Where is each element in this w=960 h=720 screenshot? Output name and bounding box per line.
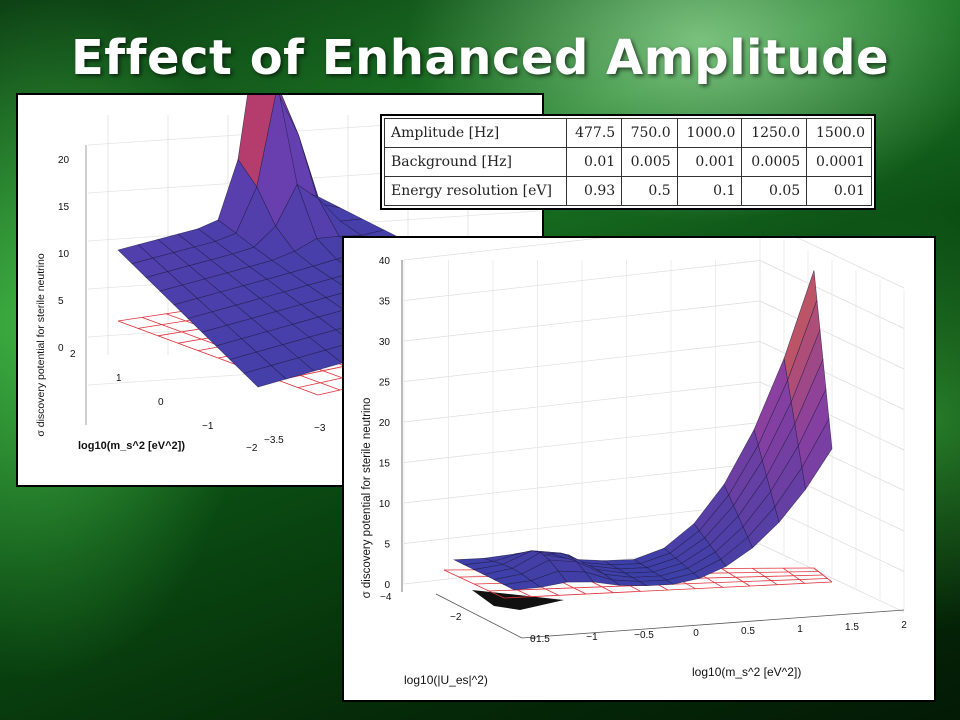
z-tick-label: 25 <box>379 378 391 389</box>
x-tick-label: 0.5 <box>741 626 755 637</box>
z-axis-label: σ discovery potential for sterile neutri… <box>35 253 47 436</box>
surface-shadow <box>472 590 564 610</box>
table-cell: 0.93 <box>565 176 623 206</box>
chart1-surface <box>452 270 833 591</box>
table-cell: 750.0 <box>621 118 678 148</box>
table-cell: 0.001 <box>676 147 743 177</box>
x-tick-label: 0 <box>693 628 699 639</box>
parameter-table: Amplitude [Hz] 477.5 750.0 1000.0 1250.0 1500… <box>380 114 876 210</box>
y-tick-label: 2 <box>70 349 76 360</box>
table-cell: 0.0005 <box>741 147 808 177</box>
table-cell: 0.005 <box>621 147 678 177</box>
parameter-table-grid: Amplitude [Hz] 477.5 750.0 1000.0 1250.0 1500… <box>384 118 872 206</box>
z-axis-label: σ discovery potential for sterile neutri… <box>361 398 373 599</box>
y-tick-label: −2 <box>450 612 462 623</box>
table-cell: 0.01 <box>806 176 872 206</box>
surface-facet <box>611 579 648 587</box>
table-row: Energy resolution [eV] 0.93 0.5 0.1 0.05 0.01 <box>384 176 872 206</box>
x-tick-label: 2 <box>901 620 907 631</box>
y-tick-label: 0 <box>530 634 536 645</box>
x-axis-line <box>521 609 905 639</box>
slide-title: Effect of Enhanced Amplitude <box>70 30 890 86</box>
table-cell: 1250.0 <box>741 118 808 148</box>
z-tick-label: 0 <box>58 343 64 354</box>
y-tick-label: −4 <box>380 592 392 603</box>
z-tick-label: 15 <box>379 459 391 470</box>
table-cell: 477.5 <box>565 118 623 148</box>
gridline <box>759 543 905 613</box>
x-tick-label: −3.5 <box>264 435 284 446</box>
z-tick-label: 15 <box>58 202 70 213</box>
y-tick-label: 0 <box>158 397 164 408</box>
table-cell: 0.5 <box>621 176 678 206</box>
table-cell: 0.01 <box>565 147 623 177</box>
table-row: Amplitude [Hz] 477.5 750.0 1000.0 1250.0 1500… <box>384 118 872 148</box>
table-row: Background [Hz] 0.01 0.005 0.001 0.0005 0.000… <box>384 147 872 177</box>
z-tick-label: 35 <box>379 297 391 308</box>
gridline <box>797 238 905 289</box>
z-tick-label: 5 <box>58 296 64 307</box>
table-cell: 1500.0 <box>806 118 872 148</box>
x-tick-label: 1.5 <box>845 622 859 633</box>
y-tick-label: −1 <box>202 421 214 432</box>
x-axis-label: log10(m_s^2 [eV^2]) <box>692 665 801 679</box>
surface-facet <box>503 580 542 591</box>
chart-surface-large: 0 5 10 15 20 25 30 35 40 −4 −2 0 −1.5 −1 −0.5 0 0.5 1 1.5 2… <box>342 236 936 702</box>
z-tick-label: 5 <box>384 540 390 551</box>
y-axis-label: log10(|U_es|^2) <box>404 673 488 687</box>
z-tick-label: 30 <box>379 337 391 348</box>
plane-line <box>503 581 833 599</box>
x-tick-label: 1 <box>797 624 803 635</box>
y-axis-line <box>435 593 523 639</box>
table-row-label: Background [Hz] <box>384 147 567 177</box>
z-tick-label: 20 <box>379 418 391 429</box>
table-row-label: Energy resolution [eV] <box>384 176 567 206</box>
z-tick-label: 0 <box>384 580 390 591</box>
table-cell: 0.05 <box>741 176 808 206</box>
z-tick-label: 10 <box>58 249 70 260</box>
y-tick-label: −2 <box>246 443 258 454</box>
surface-facet <box>243 365 287 388</box>
table-row-label: Amplitude [Hz] <box>384 118 567 148</box>
x-tick-label: −1.5 <box>530 634 550 645</box>
gridline <box>403 238 603 261</box>
x-axis-label: log10(m_s^2 [eV^2]) <box>78 440 185 452</box>
z-tick-label: 20 <box>58 155 70 166</box>
z-tick-label: 10 <box>379 499 391 510</box>
table-cell: 1000.0 <box>676 118 743 148</box>
x-tick-label: −0.5 <box>634 630 654 641</box>
x-tick-label: −1 <box>586 632 598 643</box>
z-tick-label: 40 <box>379 256 391 267</box>
table-cell: 0.0001 <box>806 147 872 177</box>
x-tick-label: −3 <box>314 423 326 434</box>
y-tick-label: 1 <box>116 373 122 384</box>
table-cell: 0.1 <box>676 176 743 206</box>
